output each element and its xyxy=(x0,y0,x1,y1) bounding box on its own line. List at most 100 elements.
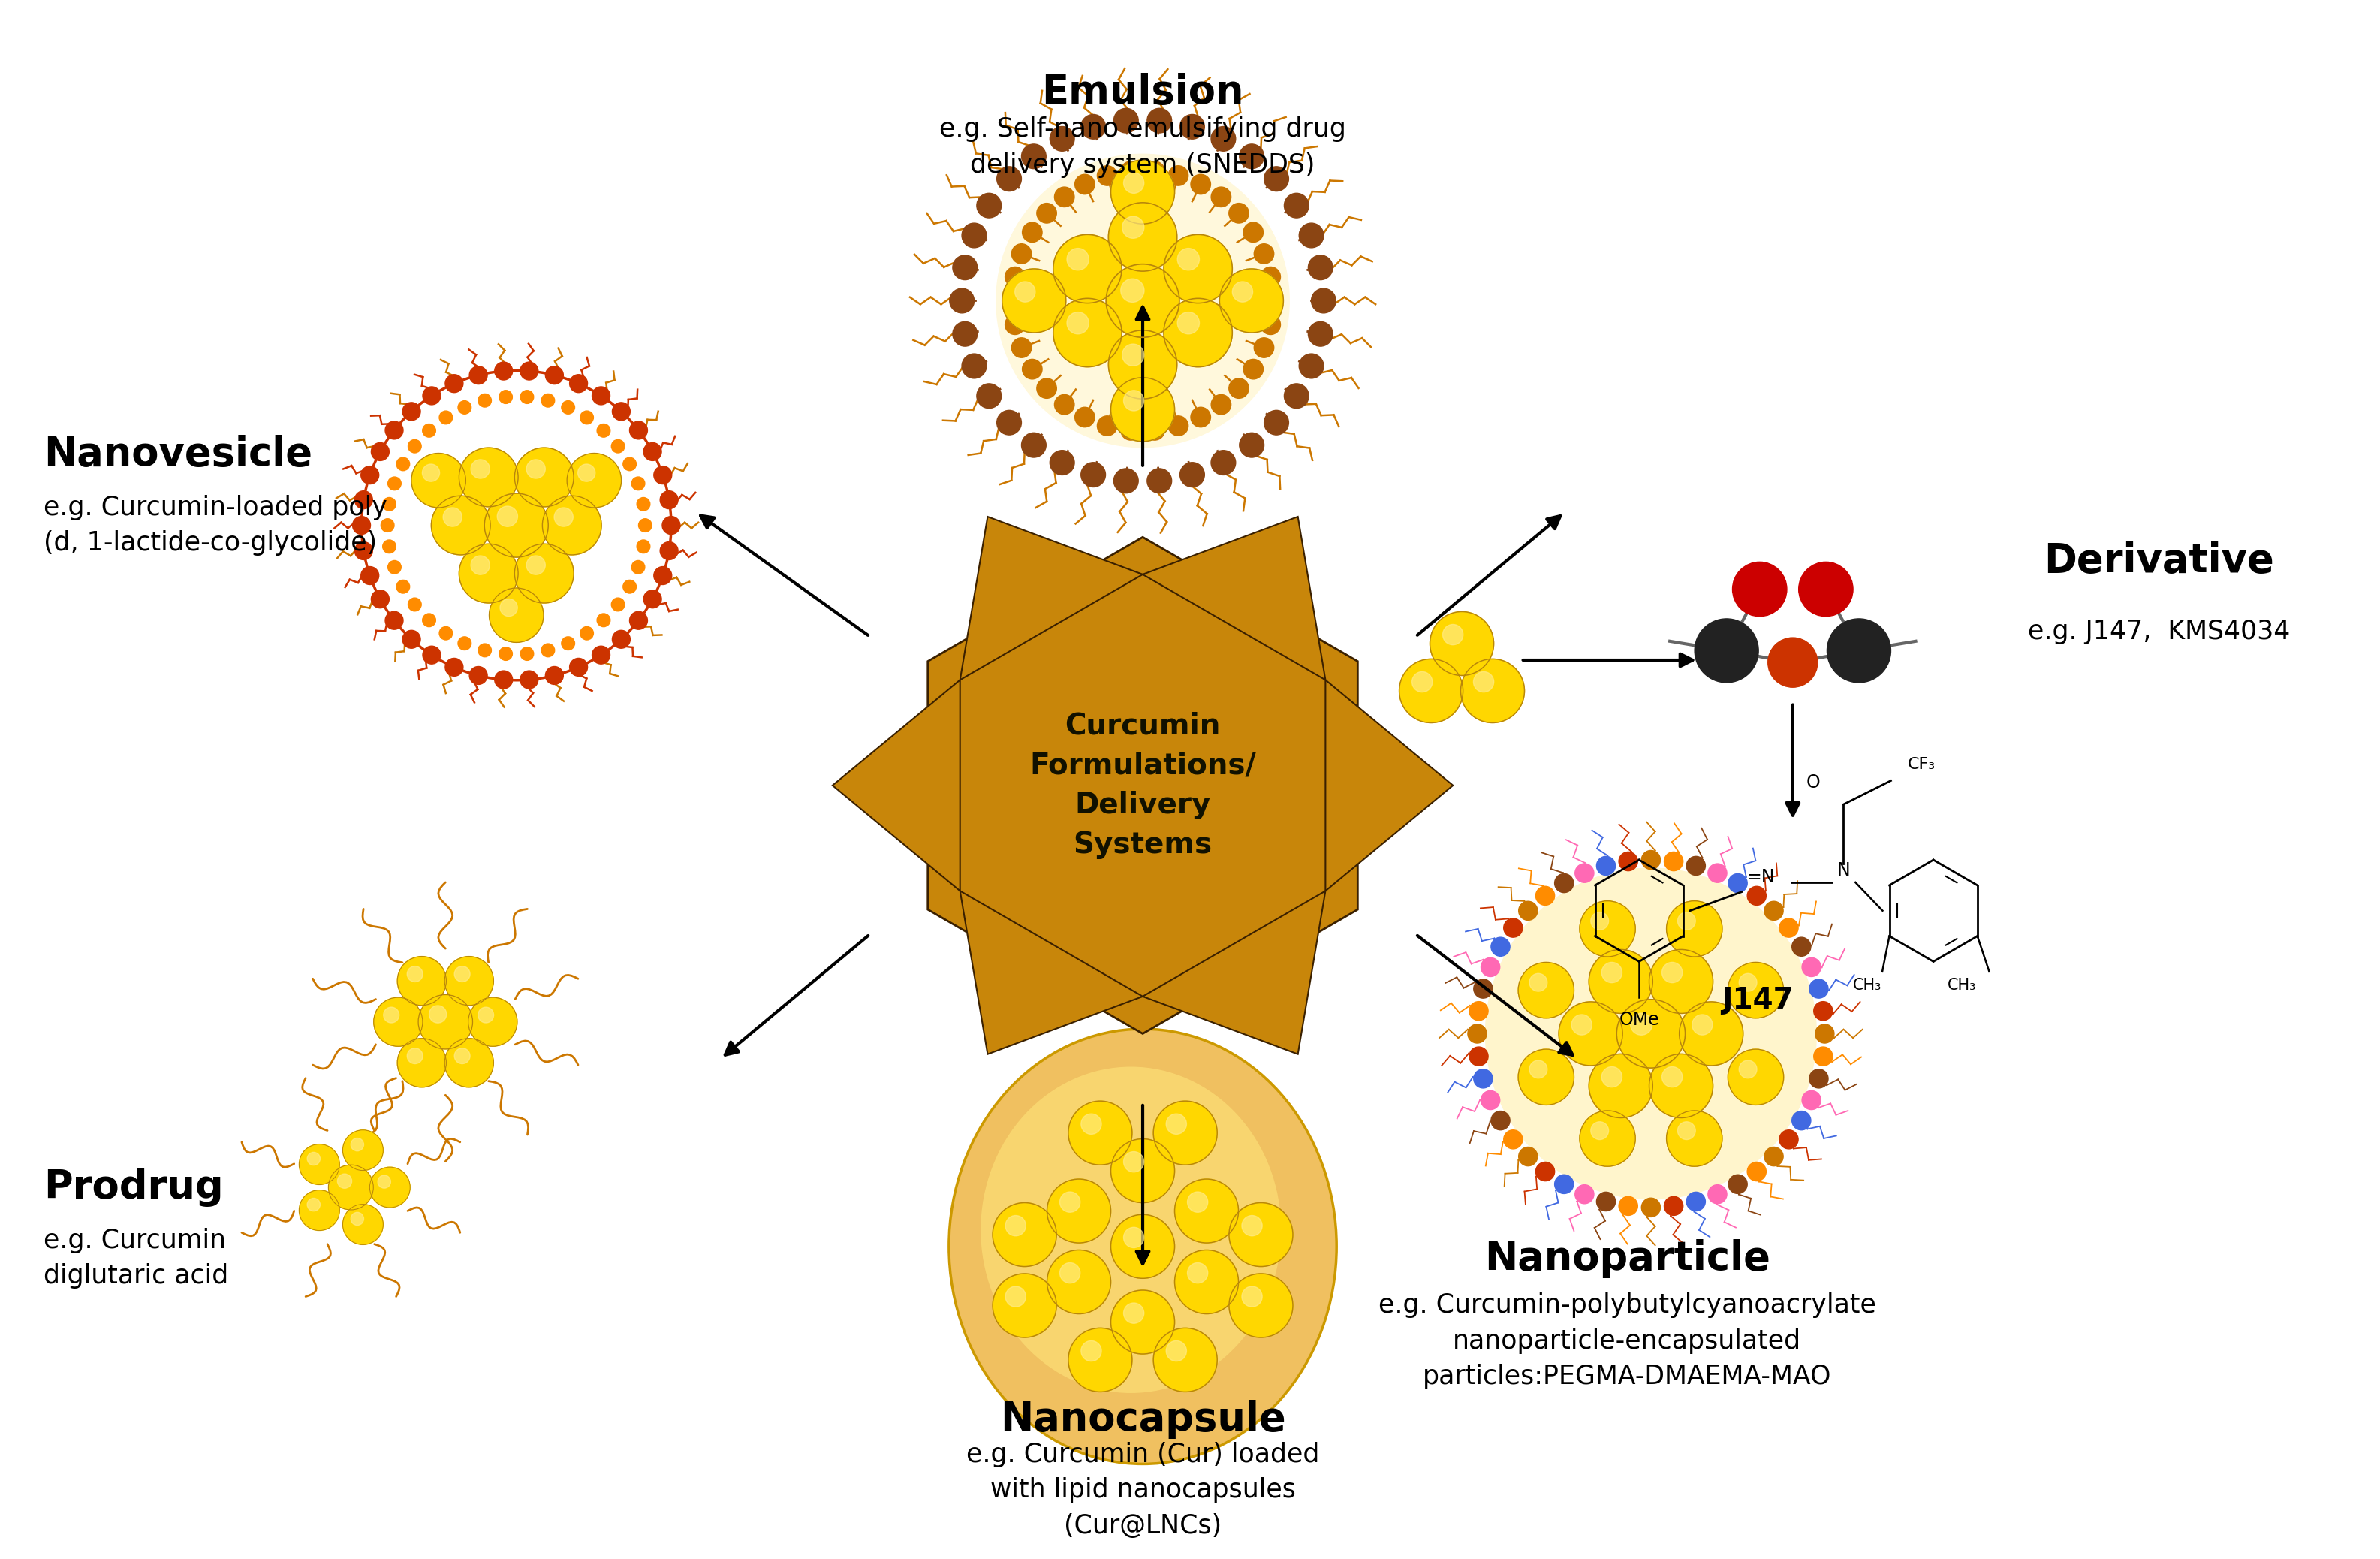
Circle shape xyxy=(1066,312,1088,334)
Circle shape xyxy=(388,561,402,574)
Circle shape xyxy=(1554,873,1573,893)
Circle shape xyxy=(386,421,402,440)
Text: CH₃: CH₃ xyxy=(1852,977,1883,993)
Circle shape xyxy=(1692,1015,1714,1035)
Circle shape xyxy=(1111,377,1176,441)
Circle shape xyxy=(1050,451,1073,475)
Circle shape xyxy=(1590,912,1609,929)
Circle shape xyxy=(521,362,538,380)
Circle shape xyxy=(1154,1101,1216,1165)
Text: Emulsion: Emulsion xyxy=(1042,73,1245,112)
Circle shape xyxy=(1004,1286,1026,1306)
Circle shape xyxy=(1442,625,1464,645)
Circle shape xyxy=(1740,1060,1756,1079)
Text: e.g. J147,  KMS4034: e.g. J147, KMS4034 xyxy=(2028,619,2290,644)
Circle shape xyxy=(1261,315,1280,335)
Circle shape xyxy=(374,998,424,1046)
Circle shape xyxy=(1709,864,1728,882)
Circle shape xyxy=(1809,979,1828,998)
Circle shape xyxy=(1468,1001,1488,1021)
Polygon shape xyxy=(1142,516,1326,680)
Circle shape xyxy=(1728,1049,1783,1105)
Circle shape xyxy=(1559,1002,1623,1065)
Circle shape xyxy=(950,288,973,313)
Circle shape xyxy=(1147,469,1171,493)
Circle shape xyxy=(1661,962,1683,982)
Text: =N: =N xyxy=(1747,868,1775,886)
Circle shape xyxy=(471,555,490,575)
Circle shape xyxy=(1242,359,1264,379)
Circle shape xyxy=(1649,1054,1714,1118)
Circle shape xyxy=(343,1130,383,1171)
Circle shape xyxy=(1002,292,1023,310)
Circle shape xyxy=(362,566,378,585)
Circle shape xyxy=(1076,175,1095,195)
Circle shape xyxy=(355,491,374,508)
Circle shape xyxy=(1799,561,1854,616)
Polygon shape xyxy=(1326,680,1452,890)
Circle shape xyxy=(1081,463,1107,486)
Text: Prodrug: Prodrug xyxy=(43,1168,224,1207)
Circle shape xyxy=(1169,416,1188,437)
Circle shape xyxy=(1123,1227,1145,1247)
Circle shape xyxy=(1780,1130,1799,1149)
Circle shape xyxy=(992,1202,1057,1266)
Circle shape xyxy=(495,670,512,689)
Circle shape xyxy=(412,454,466,508)
Circle shape xyxy=(1590,1122,1609,1140)
Text: CF₃: CF₃ xyxy=(1909,756,1935,772)
Circle shape xyxy=(578,465,595,482)
Circle shape xyxy=(1012,243,1031,263)
Circle shape xyxy=(1461,659,1526,723)
Circle shape xyxy=(455,967,471,982)
Circle shape xyxy=(445,374,464,393)
Ellipse shape xyxy=(981,1066,1280,1394)
Circle shape xyxy=(500,390,512,404)
Ellipse shape xyxy=(950,1029,1338,1464)
Circle shape xyxy=(1023,359,1042,379)
Circle shape xyxy=(612,402,631,421)
Circle shape xyxy=(643,443,662,460)
Circle shape xyxy=(1059,1191,1081,1213)
Circle shape xyxy=(1664,851,1683,871)
Circle shape xyxy=(1121,161,1140,181)
Circle shape xyxy=(1002,268,1066,332)
Circle shape xyxy=(1121,345,1145,366)
Circle shape xyxy=(1504,918,1523,937)
Circle shape xyxy=(1430,611,1495,675)
Circle shape xyxy=(445,1038,493,1087)
Circle shape xyxy=(593,387,609,405)
Circle shape xyxy=(1188,1263,1207,1283)
Circle shape xyxy=(1740,973,1756,992)
Circle shape xyxy=(1038,379,1057,398)
Circle shape xyxy=(443,508,462,527)
Circle shape xyxy=(1047,1179,1111,1243)
Circle shape xyxy=(1180,463,1204,486)
Circle shape xyxy=(421,465,440,482)
Circle shape xyxy=(300,1144,340,1185)
Circle shape xyxy=(526,555,545,575)
Text: O: O xyxy=(1806,773,1821,792)
Circle shape xyxy=(471,460,490,479)
Circle shape xyxy=(419,995,474,1049)
Circle shape xyxy=(543,496,602,555)
Circle shape xyxy=(500,599,516,616)
Circle shape xyxy=(407,440,421,452)
Circle shape xyxy=(371,589,390,608)
Circle shape xyxy=(638,539,650,553)
Circle shape xyxy=(1178,248,1200,270)
Circle shape xyxy=(1054,234,1121,302)
Circle shape xyxy=(1576,1185,1595,1204)
Circle shape xyxy=(1630,1013,1652,1035)
Circle shape xyxy=(1490,937,1509,956)
Circle shape xyxy=(1764,901,1783,920)
Circle shape xyxy=(495,362,512,380)
Circle shape xyxy=(593,645,609,664)
Circle shape xyxy=(1164,298,1233,366)
Circle shape xyxy=(1590,1054,1652,1118)
Text: Nanoparticle: Nanoparticle xyxy=(1485,1239,1771,1278)
Circle shape xyxy=(1814,1048,1833,1066)
Circle shape xyxy=(1097,165,1116,186)
Circle shape xyxy=(469,667,488,684)
Circle shape xyxy=(976,193,1002,218)
